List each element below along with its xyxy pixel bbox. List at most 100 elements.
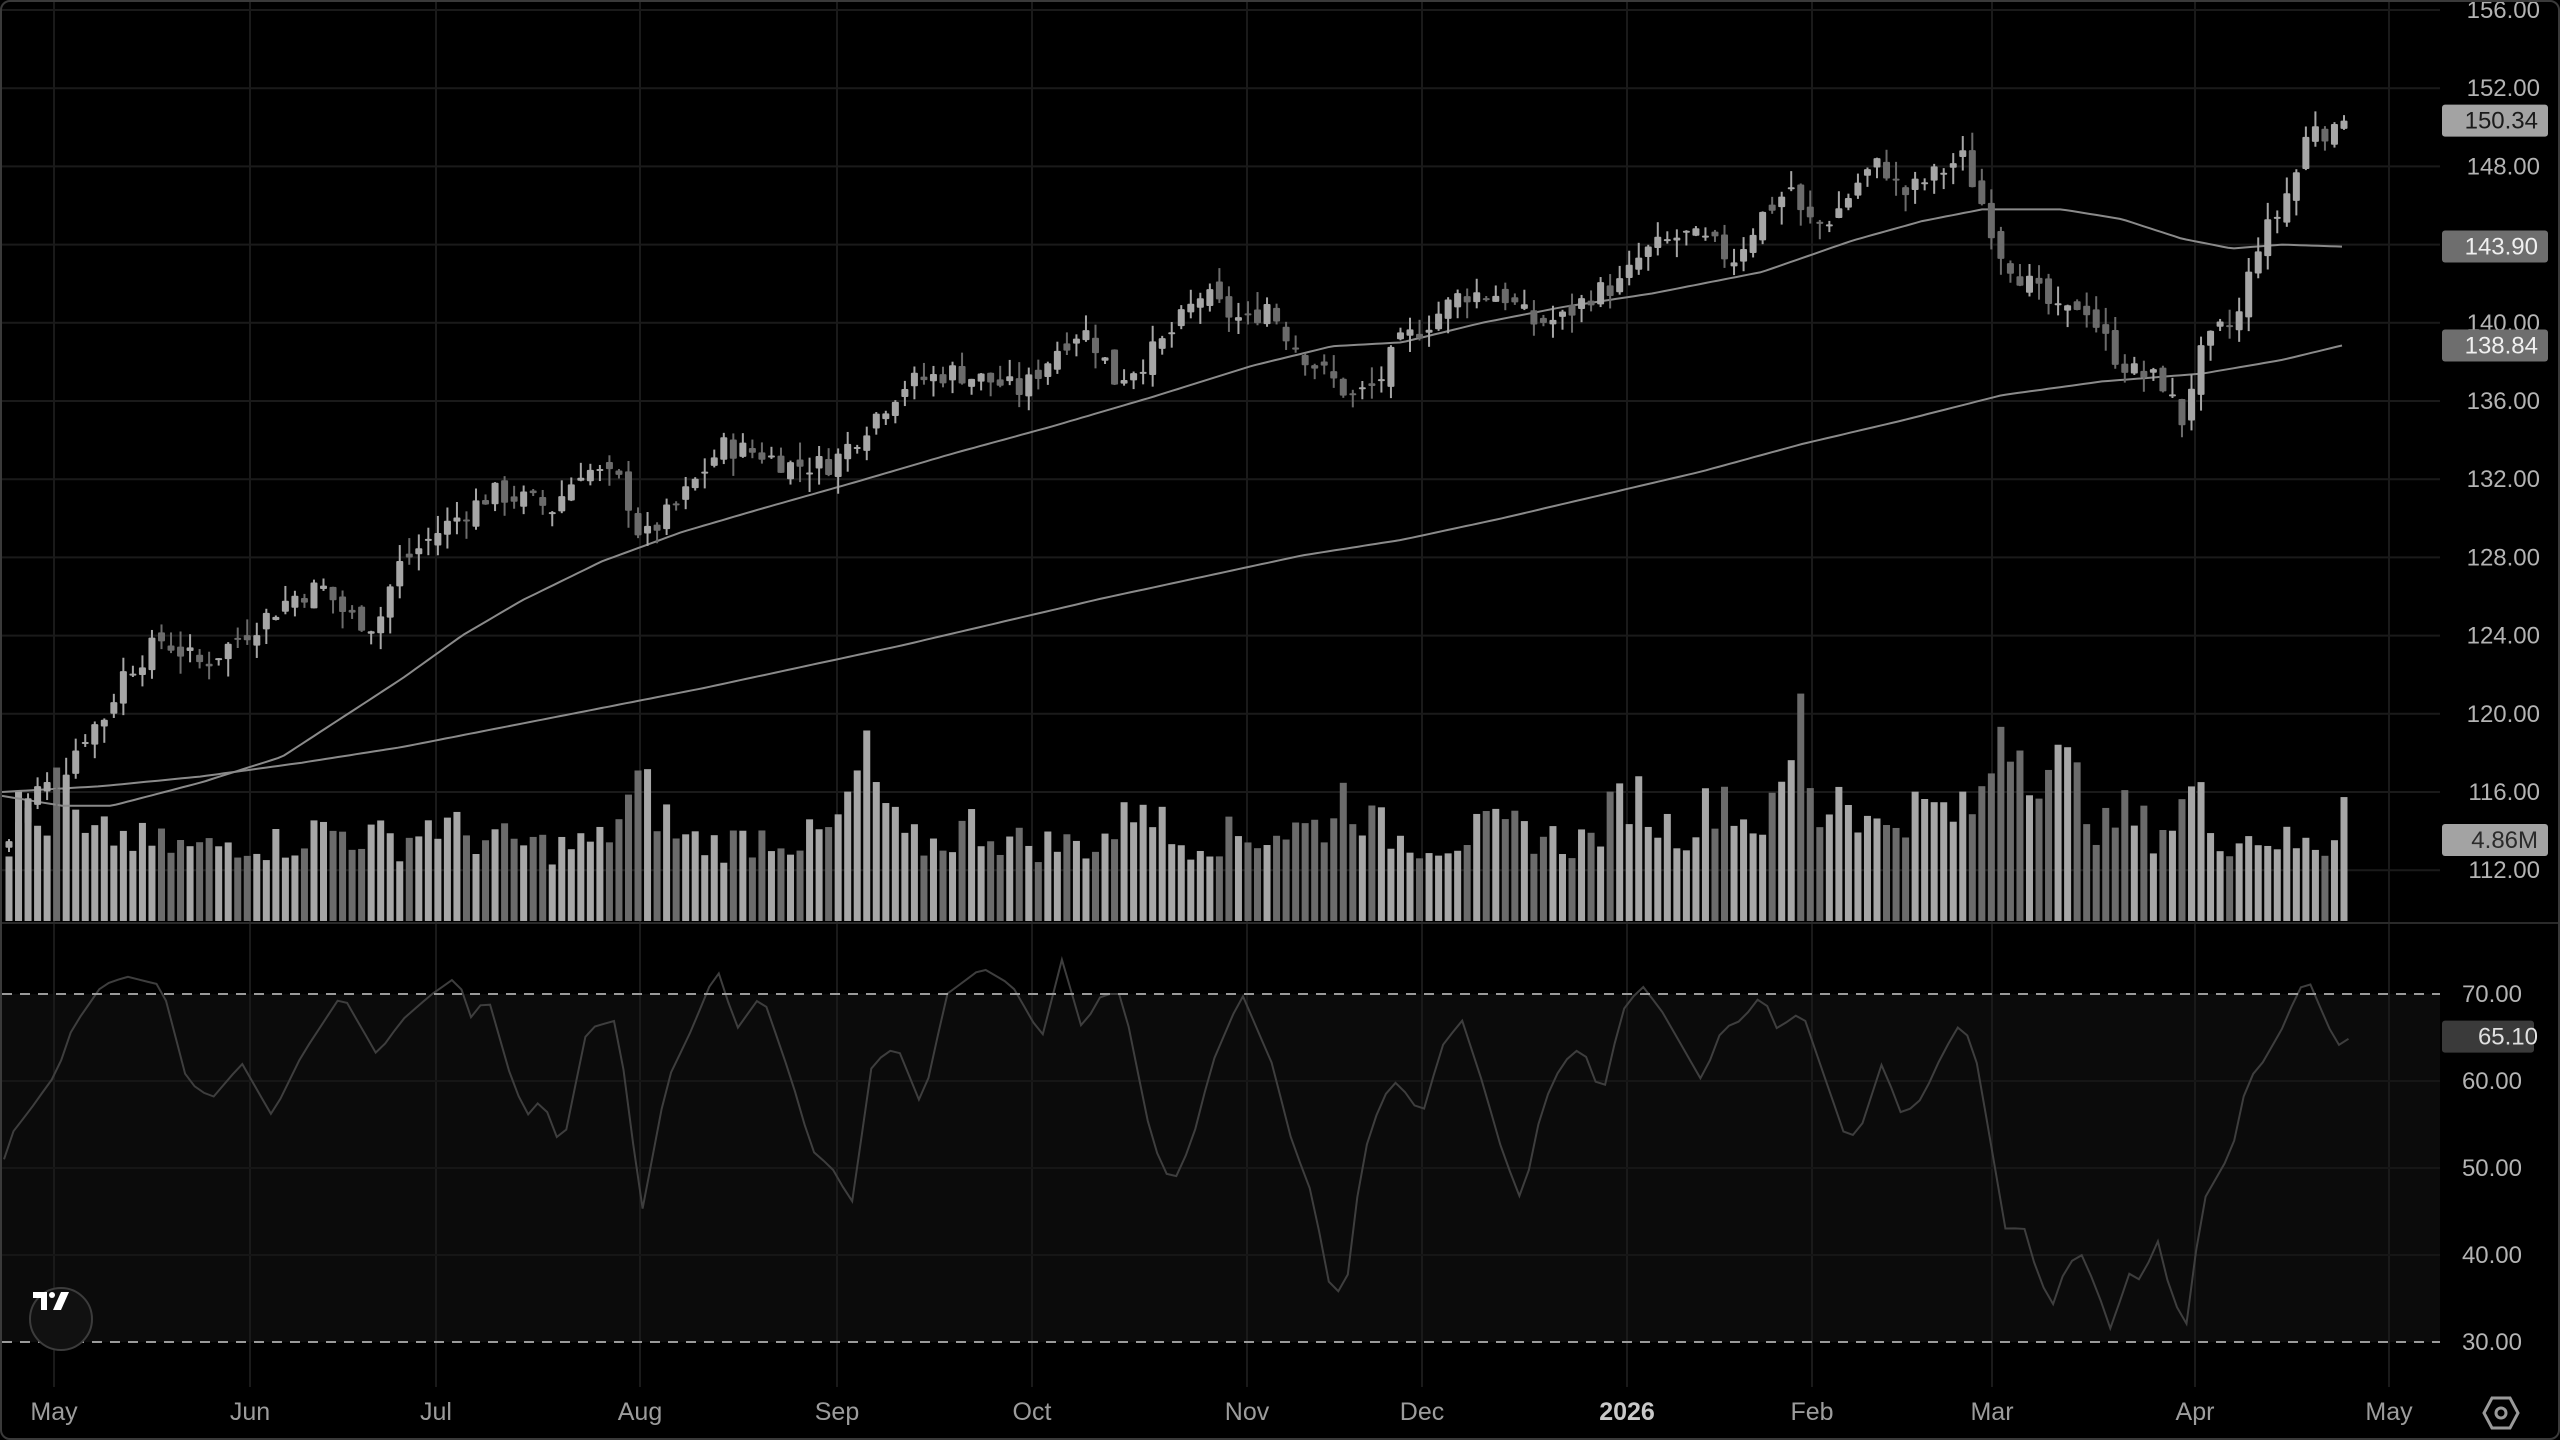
volume-bar	[2302, 837, 2310, 921]
volume-bar	[5, 856, 13, 921]
volume-bar	[405, 837, 413, 921]
volume-bar	[1025, 845, 1033, 921]
volume-bar	[2235, 843, 2243, 921]
volume-bar	[1692, 837, 1700, 921]
volume-bar	[167, 852, 175, 921]
volume-bar	[177, 840, 185, 921]
volume-bar	[1530, 853, 1538, 921]
svg-text:4.86M: 4.86M	[2471, 827, 2538, 854]
volume-bar	[634, 770, 642, 921]
volume-bar	[1234, 836, 1242, 921]
volume-bar	[1149, 827, 1157, 921]
volume-bar	[1825, 814, 1833, 921]
volume-bar	[1177, 845, 1185, 921]
volume-bar	[844, 791, 852, 921]
volume-bar	[1539, 836, 1547, 921]
volume-bar	[939, 850, 947, 921]
volume-bar	[501, 823, 509, 921]
volume-bar	[1587, 832, 1595, 921]
volume-bar	[339, 831, 347, 921]
volume-bar	[1959, 791, 1967, 921]
time-axis[interactable]: May Jun Jul Aug Sep Oct Nov Dec 2026 Feb Mar Apr May	[30, 1398, 2413, 1426]
volume-bar	[653, 831, 661, 921]
volume-bar	[310, 820, 318, 921]
volume-bar	[1187, 859, 1195, 921]
volume-bar	[2092, 844, 2100, 921]
volume-bar	[2102, 807, 2110, 921]
candlesticks	[5, 111, 2348, 857]
ma-slow-line	[2, 344, 2343, 793]
time-tick-label: Nov	[1225, 1398, 1270, 1426]
volume-bar	[2073, 762, 2081, 921]
volume-bar	[300, 848, 308, 921]
volume-bar	[1902, 837, 1910, 921]
volume-bar	[1044, 831, 1052, 921]
volume-bar	[1759, 834, 1767, 921]
volume-bar	[224, 842, 232, 921]
volume-bar	[1168, 844, 1176, 921]
volume-bar	[1292, 822, 1300, 921]
ma-value-label: 143.90	[2442, 230, 2548, 263]
price-tick-label: 116.00	[2468, 779, 2540, 806]
volume-bar	[186, 846, 194, 921]
svg-text:138.84: 138.84	[2465, 332, 2538, 359]
volume-bar	[2025, 795, 2033, 921]
volume-bar	[281, 857, 289, 921]
volume-bar	[1911, 791, 1919, 921]
rsi-value-label: 65.10	[2442, 1020, 2538, 1053]
ma-fast-line	[2, 208, 2343, 807]
volume-bar	[2321, 855, 2329, 921]
volume-bar	[977, 846, 985, 921]
volume-bar	[891, 806, 899, 921]
volume-bar	[2121, 790, 2129, 921]
time-tick-label: Mar	[1970, 1398, 2013, 1426]
volume-bar	[81, 832, 89, 921]
volume-bar	[234, 857, 242, 921]
volume-bar	[157, 828, 165, 921]
rsi-tick-label: 50.00	[2462, 1155, 2522, 1182]
volume-bar	[1053, 851, 1061, 921]
volume-bar	[1482, 811, 1490, 921]
volume-bar	[2168, 830, 2176, 921]
volume-bar	[605, 842, 613, 921]
time-tick-label: Sep	[815, 1398, 859, 1426]
volume-bar	[1082, 858, 1090, 921]
volume-bar	[1873, 818, 1881, 921]
volume-bar	[138, 822, 146, 921]
volume-bar	[386, 833, 394, 921]
volume-bar	[1749, 833, 1757, 921]
volume-bar	[1578, 829, 1586, 921]
settings-icon[interactable]	[2482, 1395, 2520, 1431]
volume-bar	[62, 787, 70, 921]
volume-bar	[1358, 835, 1366, 921]
volume-bar	[1273, 835, 1281, 921]
volume-bar	[1101, 833, 1109, 921]
volume-bar	[2311, 849, 2319, 921]
volume-value-label: 4.86M	[2442, 824, 2548, 856]
volume-bar	[1330, 818, 1338, 921]
time-tick-label: May	[30, 1398, 78, 1426]
volume-bar	[320, 821, 328, 921]
tradingview-logo[interactable]	[29, 1287, 93, 1351]
volume-bar	[2149, 853, 2157, 921]
volume-bar	[453, 811, 461, 921]
last-price-label: 150.34	[2442, 104, 2548, 137]
volume-bar	[624, 794, 632, 921]
volume-bar	[710, 835, 718, 921]
time-tick-label: Feb	[1790, 1398, 1833, 1426]
volume-bar	[1644, 826, 1652, 921]
volume-bar	[1844, 804, 1852, 921]
volume-bar	[2188, 786, 2196, 921]
volume-bar	[1787, 760, 1795, 921]
volume-bar	[482, 840, 490, 921]
volume-bar	[1463, 845, 1471, 921]
volume-bar	[1892, 827, 1900, 921]
rsi-tick-label: 30.00	[2462, 1329, 2522, 1356]
rsi-axis[interactable]: 70.00 60.00 50.00 40.00 30.00	[2462, 981, 2522, 1356]
time-tick-label: May	[2365, 1398, 2413, 1426]
volume-bar	[1854, 832, 1862, 921]
price-axis[interactable]: 156.00152.00148.00144.00140.00136.00132.…	[2467, 2, 2540, 884]
price-tick-label: 132.00	[2467, 466, 2540, 493]
